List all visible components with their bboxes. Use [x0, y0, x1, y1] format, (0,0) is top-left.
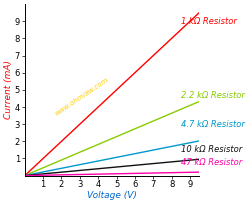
Text: 4.7 kΩ Resistor: 4.7 kΩ Resistor — [181, 120, 245, 129]
X-axis label: Voltage (V): Voltage (V) — [87, 191, 137, 200]
Text: 2.2 kΩ Resistor: 2.2 kΩ Resistor — [181, 91, 245, 100]
Text: 47 kΩ Resistor: 47 kΩ Resistor — [181, 158, 242, 167]
Text: www.ohmlaw.com: www.ohmlaw.com — [53, 76, 109, 117]
Y-axis label: Current (mA): Current (mA) — [4, 60, 13, 119]
Text: 10 kΩ Resistor: 10 kΩ Resistor — [181, 144, 242, 154]
Text: 1 kΩ Resistor: 1 kΩ Resistor — [181, 17, 237, 26]
